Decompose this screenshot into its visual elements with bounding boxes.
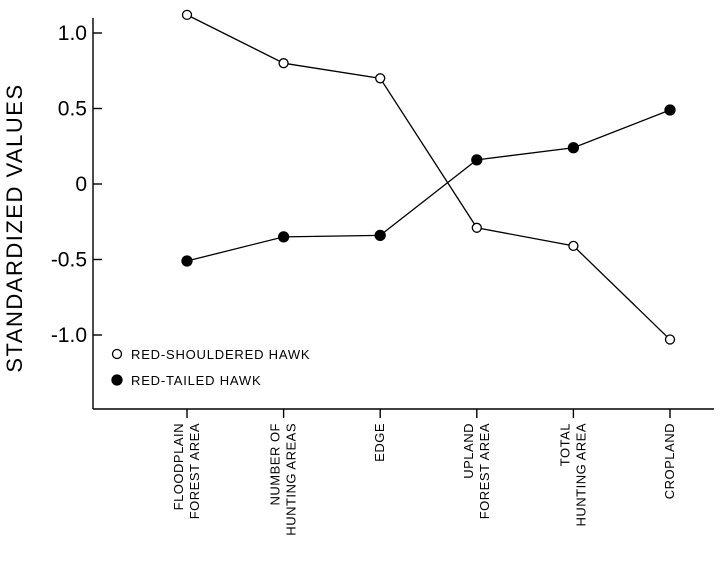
data-point-open xyxy=(471,222,482,233)
axes xyxy=(92,17,714,410)
x-tick-label: EDGE xyxy=(372,423,387,462)
data-point-filled xyxy=(181,255,193,267)
legend-marker xyxy=(111,348,123,360)
data-point-filled xyxy=(374,229,386,241)
x-tick-label: HUNTING AREAS xyxy=(284,423,299,536)
data-point-open xyxy=(375,73,386,84)
data-point-open xyxy=(568,240,579,252)
x-tick-label: FLOODPLAIN xyxy=(171,423,186,510)
y-axis-title: STANDARDIZED VALUES xyxy=(2,83,27,372)
legend-label: RED-TAILED HAWK xyxy=(131,373,261,388)
y-tick-label: 0.5 xyxy=(58,98,87,121)
x-tick-label: FOREST AREA xyxy=(477,423,492,519)
legend-marker xyxy=(111,374,123,386)
y-tick-label: -1.0 xyxy=(51,324,87,347)
data-point-open xyxy=(664,334,676,345)
x-ticks: FLOODPLAIN FOREST AREA NUMBER OF HUNTING AR… xyxy=(171,409,677,536)
x-tick-label: NUMBER OF xyxy=(268,423,283,506)
y-tick-label: -0.5 xyxy=(51,249,87,272)
series-points xyxy=(181,9,676,345)
series-lines xyxy=(186,14,671,340)
y-tick-label: 0 xyxy=(75,173,87,196)
data-point-open xyxy=(181,9,193,21)
data-point-filled xyxy=(471,154,483,166)
y-ticks: 1.0 0.5 0 -0.5 -1.0 xyxy=(51,22,102,347)
y-tick-label: 1.0 xyxy=(58,22,87,45)
data-point-filled xyxy=(567,142,580,154)
legend-label: RED-SHOULDERED HAWK xyxy=(131,347,310,362)
x-tick-label: HUNTING AREA xyxy=(573,423,588,527)
data-point-filled xyxy=(664,104,676,116)
x-tick-label: CROPLAND xyxy=(662,423,677,499)
data-point-open xyxy=(278,58,289,69)
data-point-filled xyxy=(277,231,290,243)
x-tick-label: UPLAND xyxy=(461,423,476,479)
legend: RED-SHOULDERED HAWK RED-TAILED HAWK xyxy=(111,347,310,388)
series-line-1 xyxy=(186,14,671,340)
series-line-2 xyxy=(186,109,671,262)
x-tick-label: FOREST AREA xyxy=(187,423,202,519)
x-tick-label: TOTAL xyxy=(557,423,572,466)
